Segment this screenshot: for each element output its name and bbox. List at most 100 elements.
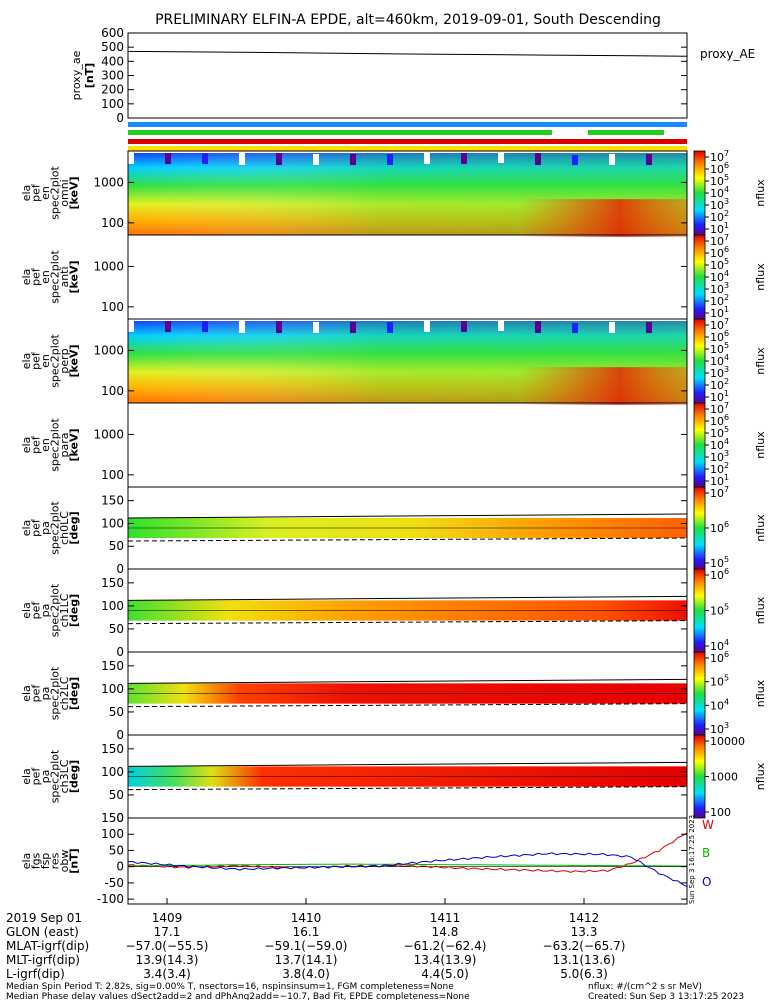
y-axis-label-line: ela (20, 520, 33, 537)
y-tick-label: 1000 (93, 427, 124, 441)
y-axis-label-line: spec2plot (49, 166, 62, 220)
status-bar-yellow (128, 146, 687, 151)
spectrogram-speckle (609, 328, 615, 333)
y-axis-label-line: pef (30, 518, 43, 537)
series-line-O (127, 852, 688, 888)
colorbar-label: nflux (754, 596, 767, 624)
y-axis-label-line: pa (39, 687, 52, 701)
y-axis-label-line: [deg] (68, 760, 81, 793)
y-axis-label-line: [keV] (68, 176, 81, 209)
y-tick-label: 1000 (93, 175, 124, 189)
y-tick-label: 100 (101, 682, 124, 696)
y-axis-label-line: perp (58, 348, 71, 373)
y-axis-label-line: pef (30, 684, 43, 703)
spectrogram-speckle (572, 323, 578, 328)
colorbar-tick-label: 106 (710, 650, 729, 665)
status-bar-red (128, 139, 687, 144)
colorbar (693, 568, 706, 653)
panel-para: 1000100elapefenspec2plotpara[keV]1071061… (20, 401, 767, 488)
y-axis-label-line: ela (20, 353, 33, 370)
footer-created: Created: Sun Sep 3 13:17:25 2023 (588, 992, 744, 1000)
y-axis-label-line: pa (39, 770, 52, 784)
colorbar-label: nflux (754, 431, 767, 459)
x-axis-annotations: 2019 Sep 01 GLON (east) MLAT-igrf(dip) M… (6, 911, 625, 981)
colorbar-tick-label: 105 (710, 603, 729, 618)
y-tick-label: 0 (116, 811, 124, 825)
y-axis-label-line: pa (39, 521, 52, 535)
y-axis-label-line: pef (30, 267, 43, 286)
y-axis-label-line: fgs (30, 852, 43, 869)
status-bar-blue (128, 122, 687, 127)
y-axis-label-line: [deg] (68, 594, 81, 627)
spectrogram-speckle (276, 326, 282, 331)
spectrogram-speckle (646, 160, 652, 165)
spectrogram-speckle (313, 158, 319, 163)
spectrogram-speckle (535, 321, 541, 326)
spectrogram-speckle (646, 322, 652, 327)
x-l-value: 3.4(3.4) (143, 967, 191, 981)
row-label-mlt: MLT-igrf(dip) (6, 953, 80, 967)
spectrogram-speckle (350, 155, 356, 160)
y-axis-label-line: en (39, 270, 52, 284)
panel-frame (127, 817, 688, 905)
proxy-ae-line (127, 50, 688, 57)
spectrogram-speckle (350, 160, 356, 165)
y-axis-label-line: pa (39, 604, 52, 618)
colorbar-tick-label: 10000 (710, 735, 745, 748)
y-tick-label: 1000 (93, 259, 124, 273)
spectrogram-speckle (202, 159, 208, 164)
y-tick-label: 100 (101, 468, 124, 482)
legend-B: B (702, 846, 710, 860)
spectrogram-speckle (350, 323, 356, 328)
y-tick-label: 150 (101, 494, 124, 508)
colorbar (693, 486, 706, 570)
x-mlat-value: −61.2(−62.4) (404, 939, 487, 953)
spectrogram-speckle (128, 154, 134, 159)
y-axis-label-line: ch1LC (58, 593, 71, 627)
y-axis-label-line: res (49, 852, 62, 869)
y-axis-label-line: en (39, 186, 52, 200)
y-axis-label-line: proxy_ae (70, 50, 83, 100)
spectrogram-hot-region (128, 199, 687, 237)
spectrogram-hot-region (128, 367, 687, 405)
loss-cone-line (127, 513, 688, 519)
y-tick-label: 0 (116, 728, 124, 742)
panel-perp: 1000100elapefenspec2plotperp[keV]1071061… (20, 317, 767, 405)
spectrogram-speckle (424, 322, 430, 327)
row-label-l: L-igrf(dip) (6, 967, 65, 981)
panel-frame (127, 402, 688, 488)
y-tick-label: 0 (116, 860, 124, 874)
loss-cone-line (127, 761, 688, 767)
y-tick-label: 500 (101, 40, 124, 54)
x-mlat-value: −57.0(−55.5) (126, 939, 209, 953)
series-line-B (128, 863, 687, 867)
spectrogram-speckle (646, 328, 652, 333)
y-axis-label-line: ela (20, 185, 33, 202)
x-glon-value: 13.3 (571, 925, 598, 939)
y-tick-label: 150 (101, 811, 124, 825)
y-axis-label-line: spec2plot (49, 501, 62, 555)
spectrogram-speckle (165, 154, 171, 159)
spectrogram-speckle (239, 153, 245, 158)
y-tick-label: 50 (109, 705, 124, 719)
y-axis-label-line: pef (30, 435, 43, 454)
footer: Median Spin Period T: 2.82s, sig=0.00% T… (6, 982, 744, 1000)
x-time-value: 1411 (430, 911, 461, 925)
spectrogram-speckle (387, 157, 393, 162)
spectrogram-speckle (276, 158, 282, 163)
status-bar-green-2 (588, 130, 664, 135)
y-axis-label-line: spec2plot (49, 666, 62, 720)
colorbar-label: nflux (754, 179, 767, 207)
y-axis-label-line: spec2plot (49, 749, 62, 803)
x-mlat-value: −63.2(−65.7) (543, 939, 626, 953)
spectrogram-speckle (646, 325, 652, 330)
y-tick-label: 150 (101, 576, 124, 590)
footer-line-1: Median Spin Period T: 2.82s, sig=0.00% T… (6, 982, 454, 992)
y-axis-label-line: ela (20, 685, 33, 702)
y-tick-label: 100 (101, 827, 124, 841)
spectrogram-speckle (128, 322, 134, 327)
y-tick-label: 50 (109, 843, 124, 857)
y-tick-label: 100 (101, 765, 124, 779)
